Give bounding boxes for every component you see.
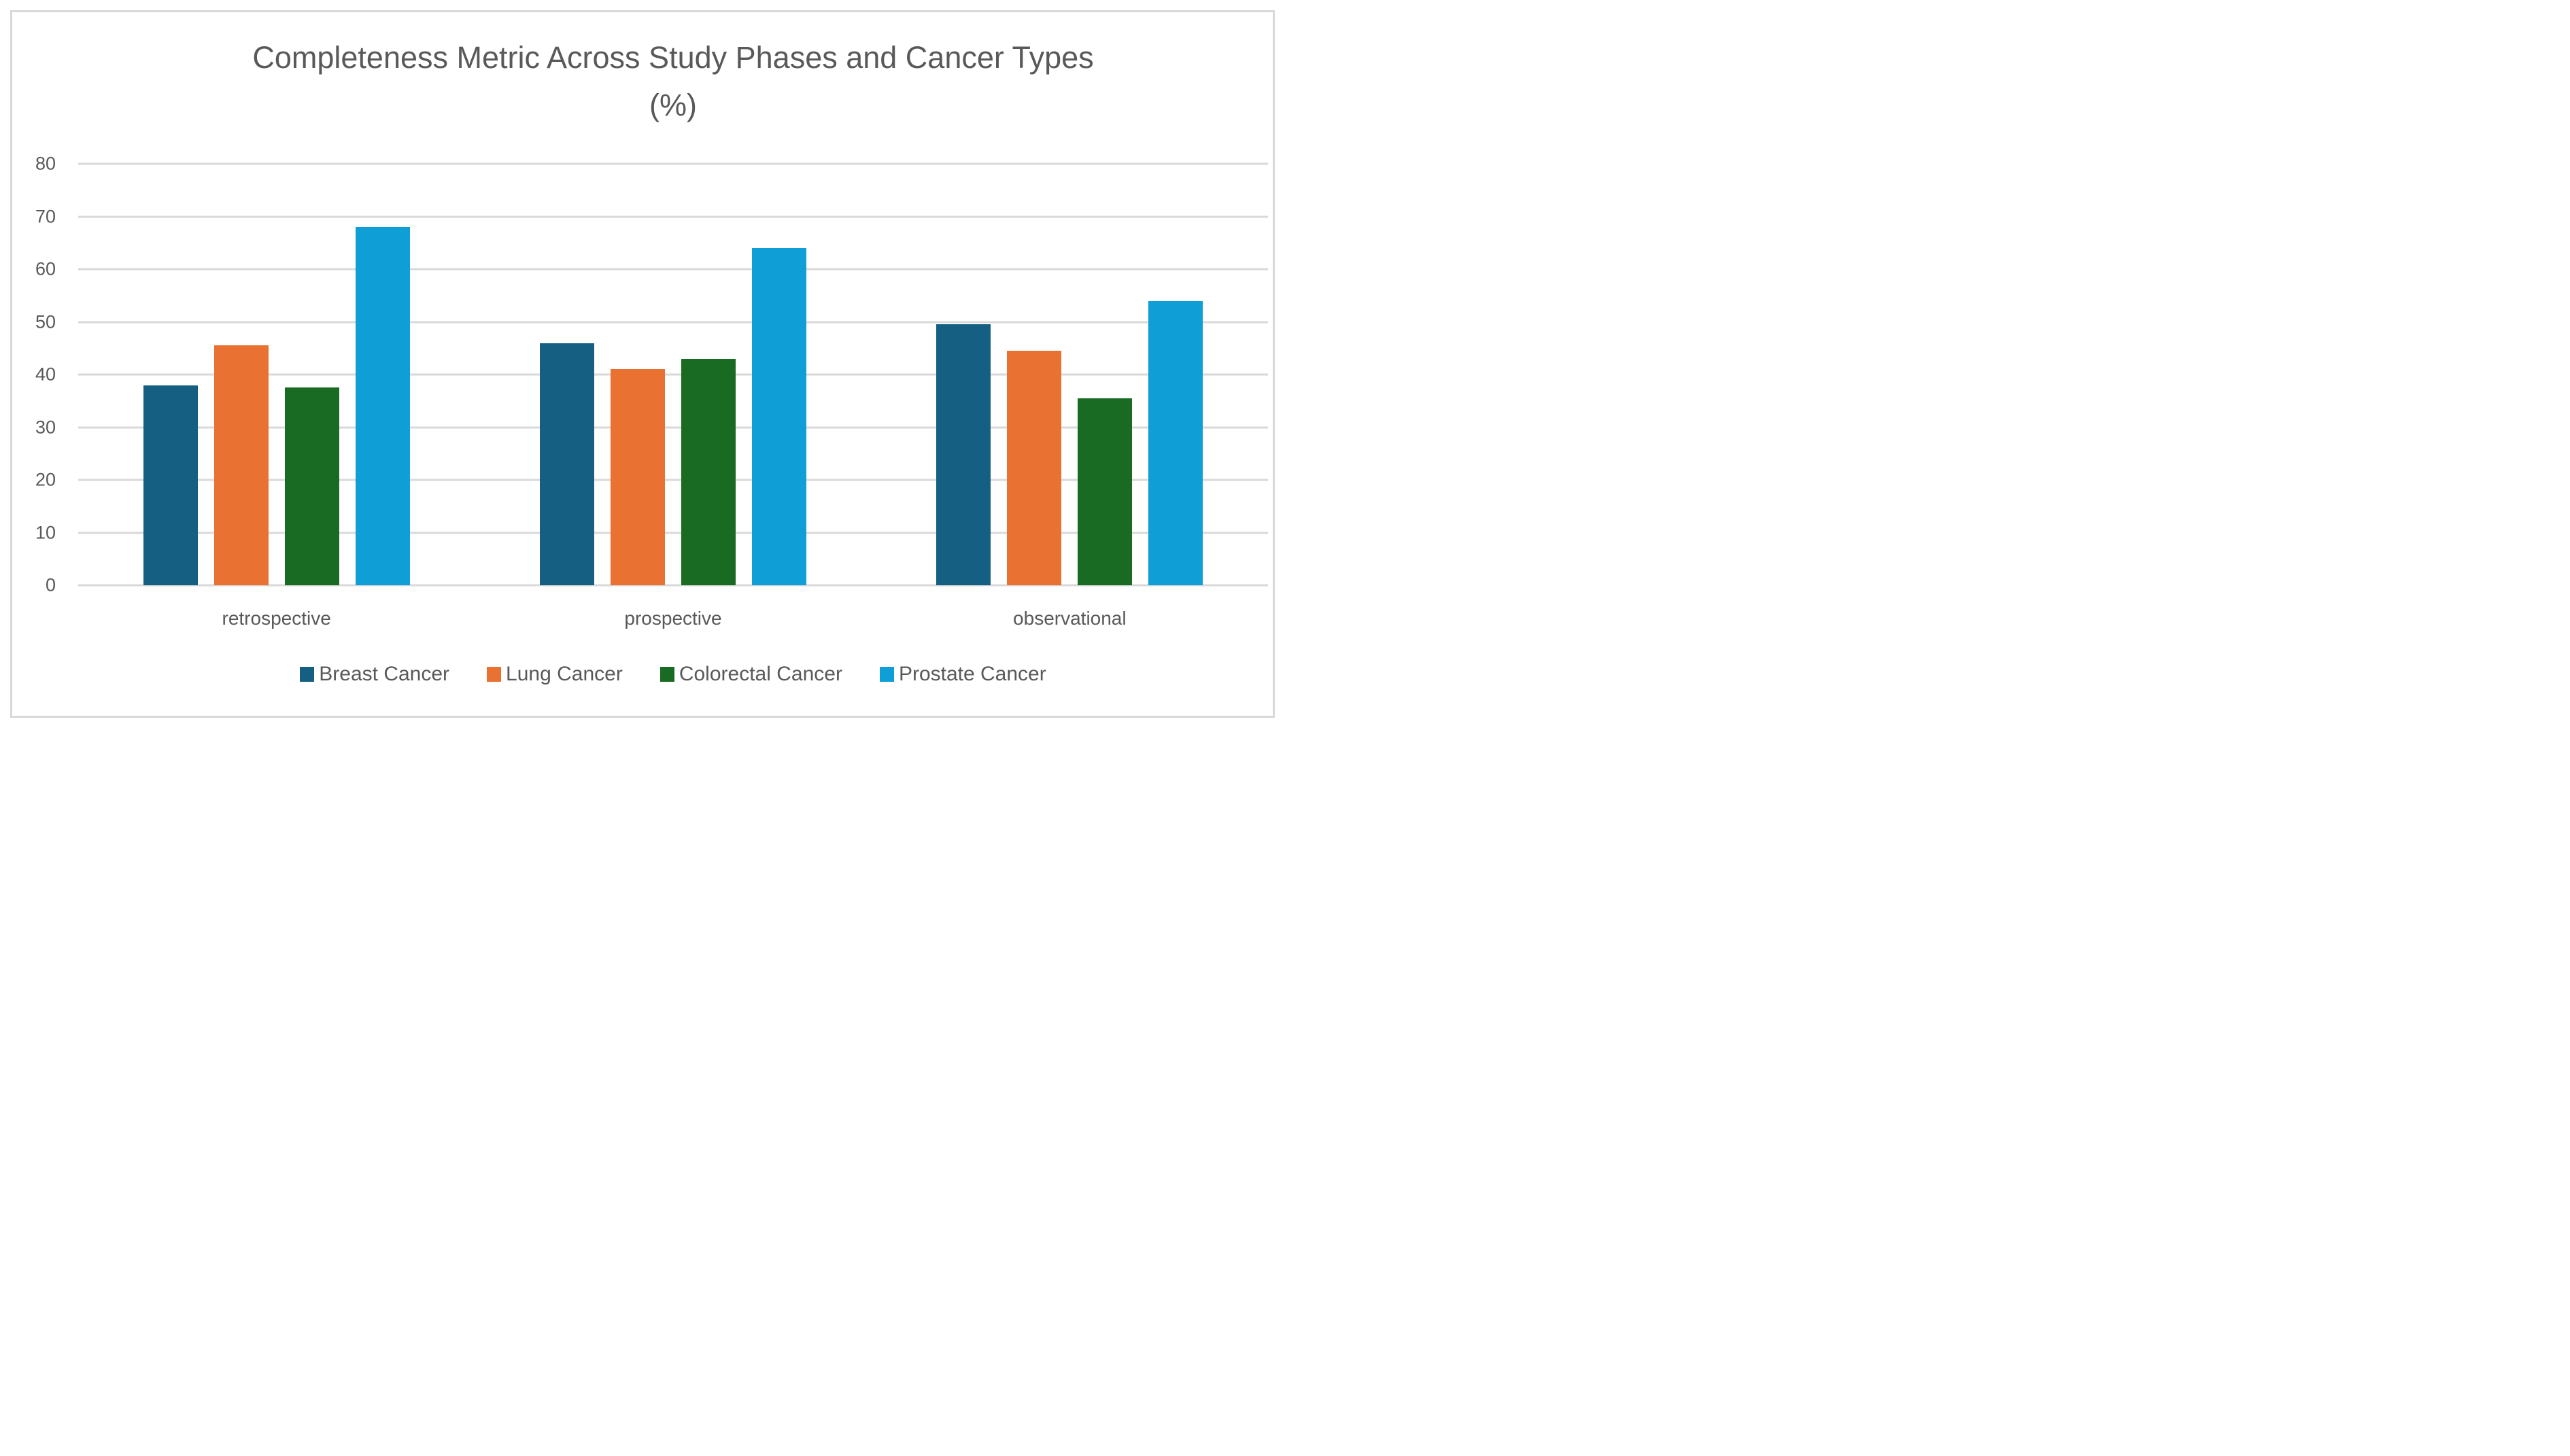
legend: Breast Cancer Lung Cancer Colorectal Cance… (78, 663, 1268, 686)
y-axis-tick-label: 80 (35, 153, 56, 174)
bar-colorectal-cancer-observational (1078, 398, 1133, 585)
plot-area: 0 10 20 30 40 50 60 70 80 retrospective prospectiv… (35, 154, 1268, 629)
y-axis-tick-label: 0 (45, 574, 56, 595)
y-axis-tick-label: 40 (35, 364, 56, 385)
gridline-y-10 (78, 532, 1268, 534)
y-axis-tick-label: 20 (35, 469, 56, 490)
chart-image: Completeness Metric Across Study Phases … (0, 0, 1285, 728)
bar-group-retrospective (143, 164, 410, 585)
gridline-y-20 (78, 479, 1268, 481)
chart-title-line1: Completeness Metric Across Study Phases … (252, 40, 1094, 75)
gridline-y-40 (78, 373, 1268, 376)
bar-group-observational (936, 164, 1203, 585)
gridline-y-30 (78, 426, 1268, 428)
bar-prostate-cancer-retrospective (355, 227, 410, 585)
bar-prostate-cancer-prospective (752, 248, 806, 585)
chart-title-line2: (%) (649, 88, 697, 122)
legend-swatch (659, 667, 674, 682)
gridline-y-80 (78, 162, 1268, 165)
legend-label: Colorectal Cancer (679, 663, 842, 685)
gridline-y-50 (78, 321, 1268, 323)
bar-group-prospective (540, 164, 806, 585)
legend-item-lung-cancer: Lung Cancer (487, 663, 623, 686)
legend-swatch (487, 667, 502, 682)
x-axis-category-label: prospective (624, 608, 722, 629)
bar-prostate-cancer-observational (1148, 300, 1203, 585)
gridline-y-60 (78, 268, 1268, 271)
y-axis-tick-label: 30 (35, 417, 56, 437)
bar-breast-cancer-prospective (540, 343, 594, 585)
x-axis-category-label: observational (1013, 608, 1127, 629)
y-axis-tick-label: 60 (35, 258, 56, 279)
bar-colorectal-cancer-prospective (681, 358, 736, 585)
legend-item-colorectal-cancer: Colorectal Cancer (659, 663, 842, 686)
legend-item-prostate-cancer: Prostate Cancer (879, 663, 1046, 686)
y-axis-tick-label: 70 (35, 206, 56, 226)
legend-item-breast-cancer: Breast Cancer (300, 663, 449, 686)
legend-label: Lung Cancer (506, 663, 623, 685)
bar-lung-cancer-prospective (611, 369, 665, 585)
bar-breast-cancer-retrospective (143, 385, 198, 585)
bar-breast-cancer-observational (936, 324, 991, 585)
legend-label: Breast Cancer (319, 663, 450, 685)
y-axis-tick-label: 50 (35, 311, 56, 332)
bar-lung-cancer-retrospective (213, 345, 269, 585)
legend-swatch (300, 667, 315, 682)
legend-swatch (879, 667, 894, 682)
x-axis-category-label: retrospective (222, 608, 331, 629)
bar-colorectal-cancer-retrospective (284, 387, 339, 585)
gridline-y-0 (78, 584, 1268, 587)
bar-lung-cancer-observational (1007, 351, 1062, 585)
y-axis-tick-label: 10 (35, 522, 56, 542)
chart-title: Completeness Metric Across Study Phases … (78, 34, 1268, 129)
legend-label: Prostate Cancer (898, 663, 1046, 685)
gridline-y-70 (78, 215, 1268, 218)
